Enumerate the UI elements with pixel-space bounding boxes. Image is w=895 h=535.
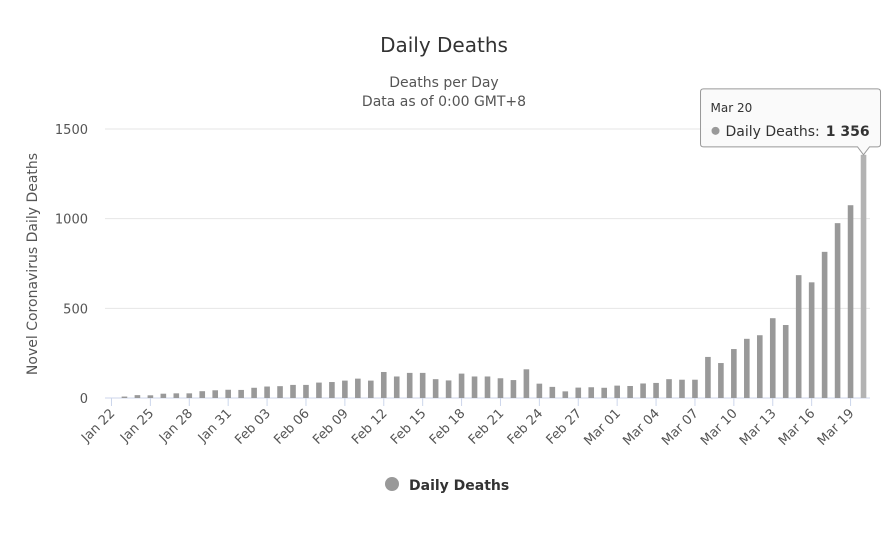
bar: [692, 379, 698, 398]
x-tick-label: Mar 07: [659, 406, 702, 449]
bar: [484, 376, 491, 398]
x-tick-label: Mar 16: [776, 406, 819, 449]
bar: [601, 387, 607, 398]
tooltip-box: [700, 88, 882, 156]
x-tick-label: Mar 19: [815, 406, 858, 449]
bar: [821, 251, 828, 398]
x-tick-label: Mar 10: [698, 406, 741, 449]
x-tick-label: Jan 25: [117, 406, 157, 446]
bar: [458, 373, 465, 398]
bar: [147, 395, 154, 398]
bar: [614, 385, 620, 398]
tooltip-series: Daily Deaths:: [726, 124, 820, 140]
bar: [510, 380, 517, 398]
bar: [795, 275, 802, 398]
bar: [199, 391, 206, 398]
x-tick-label: Mar 01: [581, 406, 624, 449]
bar: [718, 363, 724, 398]
y-tick-label: 0: [80, 392, 88, 407]
bar: [575, 387, 582, 398]
bar: [471, 376, 478, 398]
bar: [445, 380, 452, 398]
bar: [834, 223, 841, 398]
bar: [355, 378, 361, 398]
bar: [186, 393, 193, 398]
bar: [380, 371, 387, 398]
y-tick-label: 500: [63, 302, 88, 317]
bar: [251, 387, 257, 398]
x-tick-label: Jan 28: [156, 406, 196, 446]
bar: [782, 325, 789, 398]
bar: [705, 356, 711, 398]
bar: [731, 349, 737, 398]
tooltip-category: Mar 20: [711, 101, 753, 115]
bar: [808, 282, 815, 398]
bar: [744, 338, 750, 398]
bar: [329, 382, 335, 398]
chart-subtitle: Data as of 0:00 GMT+8: [362, 94, 526, 110]
x-tick-label: Feb 27: [544, 406, 586, 448]
bar: [303, 384, 309, 398]
legend-symbol: [385, 477, 399, 491]
x-tick-label: Feb 06: [271, 406, 313, 448]
bar: [756, 335, 763, 398]
x-tick-label: Mar 04: [620, 406, 663, 449]
bar: [368, 380, 374, 398]
bar: [406, 372, 413, 398]
bar: [393, 376, 400, 398]
bar: [562, 391, 569, 398]
bar: [342, 380, 348, 398]
bar: [290, 384, 296, 398]
tooltip: Mar 20 Daily Deaths: 1 356: [700, 88, 882, 156]
x-tick-label: Jan 31: [195, 406, 235, 446]
x-tick-label: Feb 03: [232, 406, 274, 448]
bar: [497, 378, 504, 398]
bar: [666, 379, 672, 398]
bar: [264, 386, 270, 398]
bar: [549, 386, 556, 398]
legend-label[interactable]: Daily Deaths: [409, 478, 509, 494]
x-tick-label: Feb 18: [427, 406, 469, 448]
bar: [419, 372, 426, 398]
bar: [212, 390, 219, 398]
bar: [225, 389, 231, 398]
x-tick-label: Feb 12: [349, 406, 391, 448]
x-tick-label: Feb 24: [505, 406, 547, 448]
chart-subtitle: Deaths per Day: [389, 75, 498, 91]
bar: [277, 386, 283, 398]
bar: [316, 382, 322, 398]
bar: [173, 393, 180, 398]
bar: [679, 379, 685, 398]
bar: [160, 393, 167, 398]
x-tick-label: Feb 15: [388, 406, 430, 448]
bar: [523, 369, 530, 398]
y-tick-label: 1500: [55, 123, 88, 138]
y-tick-label: 1000: [55, 213, 88, 228]
bar: [847, 205, 854, 398]
bar: [536, 383, 543, 398]
bar: [432, 379, 439, 398]
bar: [134, 395, 141, 398]
bar: [121, 396, 128, 398]
bar: [588, 387, 595, 398]
tooltip-value: 1 356: [826, 124, 870, 140]
x-tick-label: Feb 21: [466, 406, 508, 448]
tooltip-symbol: [711, 126, 720, 135]
y-axis-label: Novel Coronavirus Daily Deaths: [25, 153, 41, 375]
bar: [769, 318, 776, 398]
bar: [653, 382, 659, 398]
x-tick-label: Mar 13: [737, 406, 780, 449]
bar: [640, 383, 646, 398]
bar: [238, 389, 244, 398]
x-tick-label: Feb 09: [310, 406, 352, 448]
bar: [627, 385, 633, 398]
chart-title: Daily Deaths: [380, 33, 508, 57]
bar: [860, 154, 867, 398]
x-tick-label: Jan 22: [78, 406, 118, 446]
